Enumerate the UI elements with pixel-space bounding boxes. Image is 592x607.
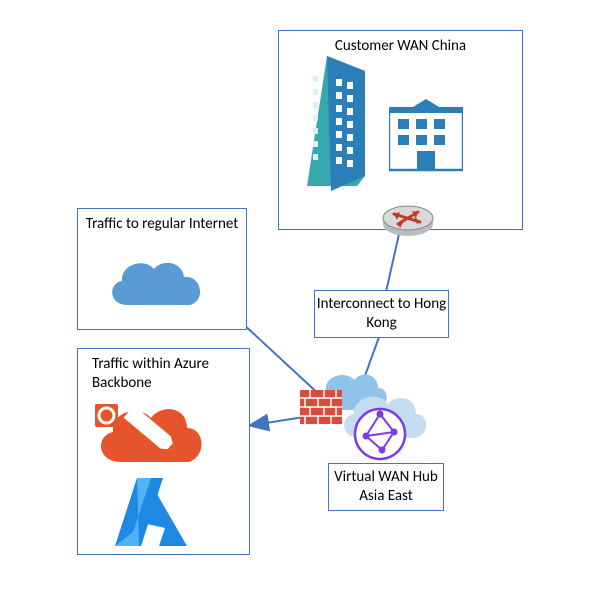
router-icon	[380, 194, 436, 238]
network-globe-icon	[352, 406, 408, 462]
office365-icon	[89, 396, 209, 472]
hub-box: Virtual WAN Hub Asia East	[328, 463, 444, 511]
interconnect-box: Interconnect to Hong Kong	[314, 290, 449, 338]
interconnect-label: Interconnect to Hong Kong	[315, 295, 448, 333]
hub-label: Virtual WAN Hub Asia East	[329, 468, 443, 506]
backbone-box-label: Traffic within Azure Backbone	[92, 355, 249, 393]
office-building-icon	[389, 99, 463, 175]
line-router-interconnect	[386, 234, 399, 292]
cloud-internet-icon	[100, 255, 208, 319]
customer-wan-box: Customer WAN China	[278, 30, 523, 230]
skyscraper-icon	[307, 56, 381, 191]
firewall-icon	[300, 390, 342, 424]
azure-logo-icon	[109, 476, 193, 550]
internet-box: Traffic to regular Internet	[77, 208, 247, 330]
customer-wan-label: Customer WAN China	[279, 37, 522, 56]
backbone-box: Traffic within Azure Backbone	[77, 348, 250, 555]
internet-box-label: Traffic to regular Internet	[78, 215, 246, 234]
